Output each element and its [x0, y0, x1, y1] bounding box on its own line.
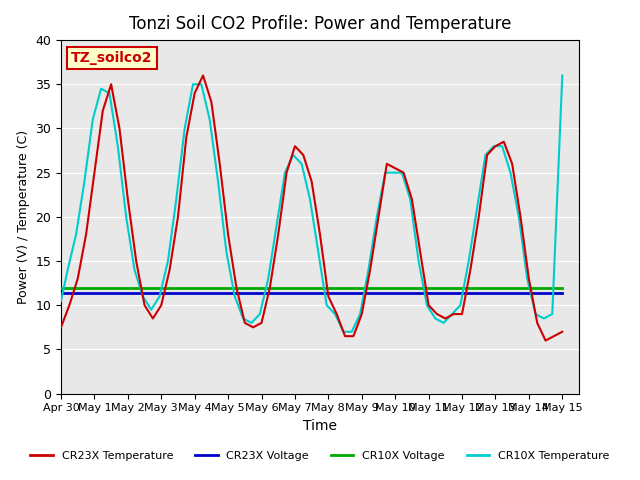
- X-axis label: Time: Time: [303, 419, 337, 433]
- Legend: CR23X Temperature, CR23X Voltage, CR10X Voltage, CR10X Temperature: CR23X Temperature, CR23X Voltage, CR10X …: [26, 447, 614, 466]
- Y-axis label: Power (V) / Temperature (C): Power (V) / Temperature (C): [17, 130, 30, 304]
- Text: TZ_soilco2: TZ_soilco2: [72, 51, 153, 65]
- Title: Tonzi Soil CO2 Profile: Power and Temperature: Tonzi Soil CO2 Profile: Power and Temper…: [129, 15, 511, 33]
